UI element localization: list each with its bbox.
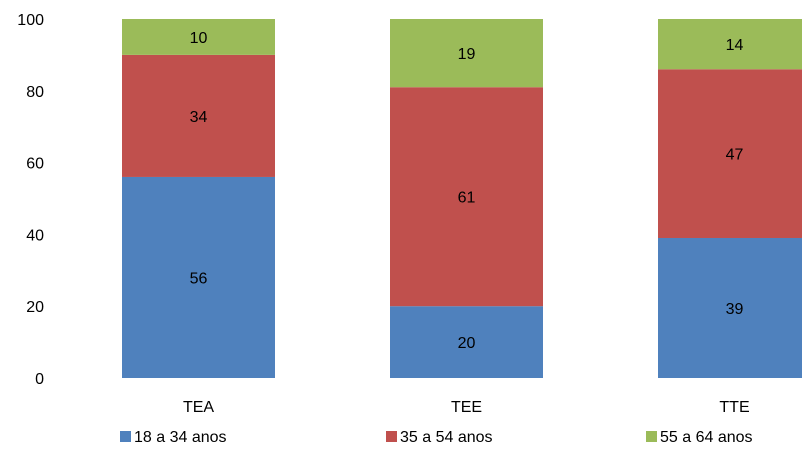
bars: 56 34 10 20 61 19 39 47 14 <box>122 19 802 378</box>
legend-entry: 35 a 54 anos <box>400 429 493 446</box>
y-tick-label: 40 <box>26 227 44 244</box>
y-tick-label: 0 <box>35 371 44 388</box>
legend-swatch <box>646 431 657 442</box>
data-label: 61 <box>458 190 476 207</box>
bar-segment-tee-3 <box>390 19 543 88</box>
y-tick-label: 100 <box>17 12 44 29</box>
y-tick-label: 60 <box>26 156 44 173</box>
data-label: 10 <box>190 30 208 47</box>
bar-segment-tte-3 <box>658 19 802 70</box>
data-label: 39 <box>726 301 744 318</box>
data-label: 19 <box>458 46 476 63</box>
bar-segment-tea-1 <box>122 176 275 378</box>
bar-segment-tea-3 <box>122 19 275 55</box>
legend: 18 a 34 anos 35 a 54 anos 55 a 64 anos <box>120 429 753 446</box>
bar-segment-tte-1 <box>658 237 802 378</box>
category-label-tte: TTE <box>719 399 749 416</box>
bar-segment-tee-2 <box>390 87 543 307</box>
data-label: 34 <box>190 109 208 126</box>
y-tick-label: 20 <box>26 299 44 316</box>
legend-swatch <box>386 431 397 442</box>
legend-entry: 18 a 34 anos <box>134 429 227 446</box>
data-label: 20 <box>458 335 476 352</box>
legend-entry: 55 a 64 anos <box>660 429 753 446</box>
category-label-tee: TEE <box>451 399 482 416</box>
bar-segment-tea-2 <box>122 54 275 177</box>
data-label: 47 <box>726 147 744 164</box>
category-label-tea: TEA <box>183 399 214 416</box>
data-label: 56 <box>190 270 208 287</box>
data-label: 14 <box>726 37 744 54</box>
y-axis: 0 20 40 60 80 100 <box>17 12 44 388</box>
legend-swatch <box>120 431 131 442</box>
bar-segment-tte-2 <box>658 69 802 238</box>
y-tick-label: 80 <box>26 84 44 101</box>
bar-segment-tee-1 <box>390 306 543 378</box>
x-axis: TEA TEE TTE <box>183 399 750 416</box>
